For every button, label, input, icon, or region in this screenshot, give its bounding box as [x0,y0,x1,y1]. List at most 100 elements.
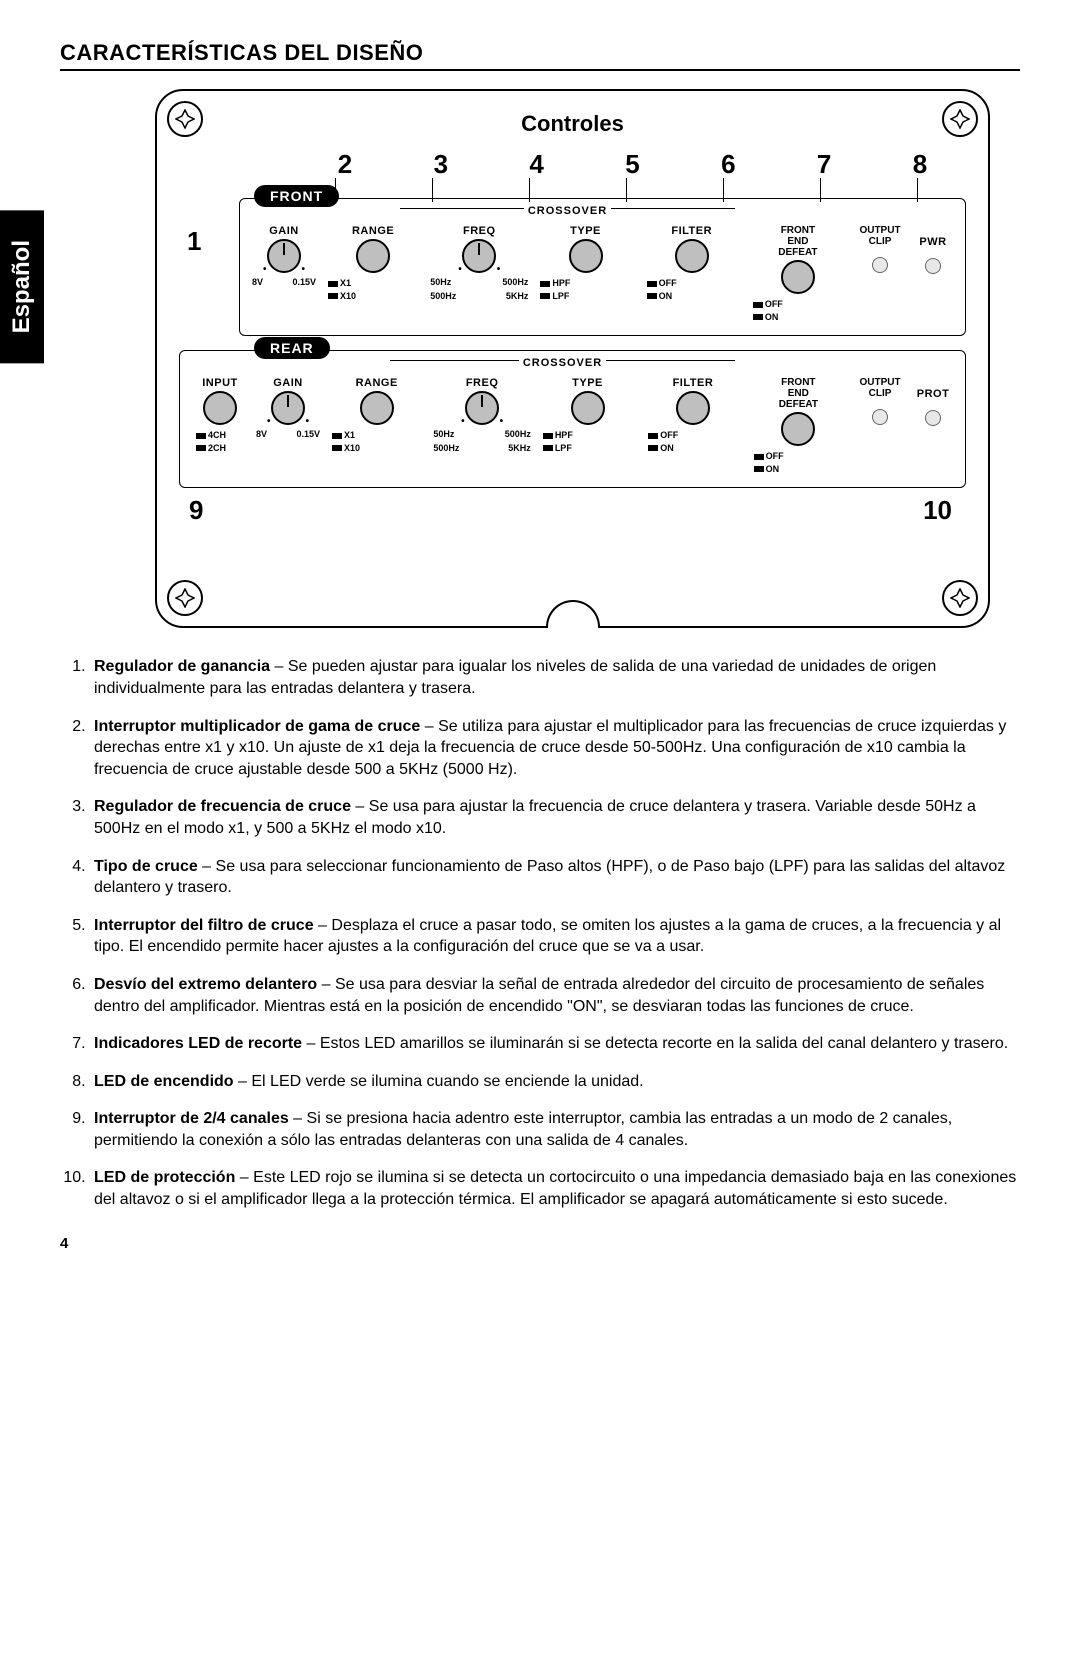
label-freq: FREQ [433,377,530,389]
description-title: Interruptor del filtro de cruce [94,917,314,934]
rear-gain: GAIN 8V0.15V [256,377,320,439]
page-number: 4 [60,1235,1020,1252]
sub-filter-1: OFF [660,430,678,440]
front-pwr: PWR [913,225,953,274]
sub-filter-2: ON [660,443,674,453]
sub-fed-2: ON [765,312,779,322]
led-clip [872,257,888,273]
description-body: – El LED verde se ilumina cuando se enci… [234,1073,644,1090]
front-freq: FREQ 50Hz 500Hz 500Hz 5KHz [430,225,528,301]
screw-icon [167,580,203,616]
rear-channel-box: REAR CROSSOVER INPUT 4CH2CH GAIN [179,350,966,488]
sub-fed-1: OFF [765,299,783,309]
rear-type: TYPE HPFLPF [539,377,636,454]
description-item: LED de protección – Este LED rojo se ilu… [90,1167,1020,1210]
sub-type-2: LPF [552,291,569,301]
screw-icon [942,101,978,137]
sub-freq-2l: 500Hz [433,443,459,453]
rear-pill: REAR [254,337,330,359]
sub-freq-1l: 50Hz [430,277,451,287]
knob-gain [267,239,301,273]
description-title: Regulador de frecuencia de cruce [94,798,351,815]
sub-freq-1r: 500Hz [502,277,528,287]
diagram-panel-wrap: Controles 2 3 4 5 6 7 8 [155,89,990,628]
rear-prot: PROT [913,377,953,426]
description-title: Desvío del extremo delantero [94,976,317,993]
label-fed: FRONTENDDEFEAT [750,377,847,410]
label-range: RANGE [328,377,425,389]
label-input: INPUT [192,377,248,389]
knob-type [571,391,605,425]
sub-freq-1r: 500Hz [505,429,531,439]
sub-input-2: 2CH [208,443,226,453]
sub-range-2: X10 [340,291,356,301]
callout-9: 9 [189,495,203,526]
sub-fed-1: OFF [766,451,784,461]
sub-fed-2: ON [766,464,780,474]
description-item: Desvío del extremo delantero – Se usa pa… [90,974,1020,1017]
description-body: – Se usa para seleccionar funcionamiento… [94,858,1005,897]
sub-freq-1l: 50Hz [433,429,454,439]
section-title: CARACTERÍSTICAS DEL DISEÑO [60,40,1020,71]
crossover-bracket: CROSSOVER [390,357,735,371]
description-item: LED de encendido – El LED verde se ilumi… [90,1071,1020,1093]
knob-filter [676,391,710,425]
label-filter: FILTER [643,225,741,237]
sub-input-1: 4CH [208,430,226,440]
knob-filter [675,239,709,273]
front-type: TYPE HPFLPF [536,225,634,302]
led-pwr [925,258,941,274]
sub-gain-r: 0.15V [296,429,320,439]
label-freq: FREQ [430,225,528,237]
description-item: Indicadores LED de recorte – Estos LED a… [90,1033,1020,1055]
front-filter: FILTER OFFON [643,225,741,302]
label-gain: GAIN [256,377,320,389]
front-channel-box: FRONT CROSSOVER GAIN 8V0.15V RANGE [239,198,966,336]
language-tab: Español [0,210,44,363]
callout-4: 4 [507,149,567,180]
callout-numbers-top: 2 3 4 5 6 7 8 [309,149,956,180]
sub-freq-2r: 5KHz [506,291,529,301]
description-title: LED de encendido [94,1073,234,1090]
front-fed: FRONTENDDEFEAT OFF ON [749,225,847,323]
label-clip: OUTPUTCLIP [855,377,905,399]
label-range: RANGE [324,225,422,237]
description-title: Tipo de cruce [94,858,198,875]
diagram-panel: Controles 2 3 4 5 6 7 8 [155,89,990,628]
callout-3: 3 [411,149,471,180]
description-item: Interruptor de 2/4 canales – Si se presi… [90,1108,1020,1151]
callout-6: 6 [698,149,758,180]
label-clip: OUTPUTCLIP [855,225,905,247]
sub-type-1: HPF [552,278,570,288]
description-item: Regulador de ganancia – Se pueden ajusta… [90,656,1020,699]
crossover-bracket: CROSSOVER [400,205,735,219]
description-title: Regulador de ganancia [94,658,270,675]
callout-10: 10 [923,495,952,526]
sub-range-1: X1 [344,430,355,440]
description-title: Indicadores LED de recorte [94,1035,302,1052]
label-prot: PROT [913,388,953,400]
panel-notch [546,600,600,628]
description-title: Interruptor de 2/4 canales [94,1110,289,1127]
rear-range: RANGE X1X10 [328,377,425,454]
knob-fed [781,412,815,446]
sub-type-1: HPF [555,430,573,440]
screw-icon [942,580,978,616]
rear-clip: OUTPUTCLIP [855,377,905,425]
knob-input [203,391,237,425]
description-body: – Estos LED amarillos se iluminarán si s… [302,1035,1008,1052]
label-filter: FILTER [644,377,741,389]
rear-input: INPUT 4CH 2CH [192,377,248,454]
knob-gain [271,391,305,425]
sub-freq-2l: 500Hz [430,291,456,301]
label-fed: FRONTENDDEFEAT [749,225,847,258]
callout-8: 8 [890,149,950,180]
rear-freq: FREQ 50Hz500Hz 500Hz5KHz [433,377,530,453]
knob-range [360,391,394,425]
led-clip [872,409,888,425]
screw-icon [167,101,203,137]
callout-2: 2 [315,149,375,180]
callout-1: 1 [187,226,201,257]
sub-gain-r: 0.15V [292,277,316,287]
front-clip: OUTPUTCLIP [855,225,905,273]
